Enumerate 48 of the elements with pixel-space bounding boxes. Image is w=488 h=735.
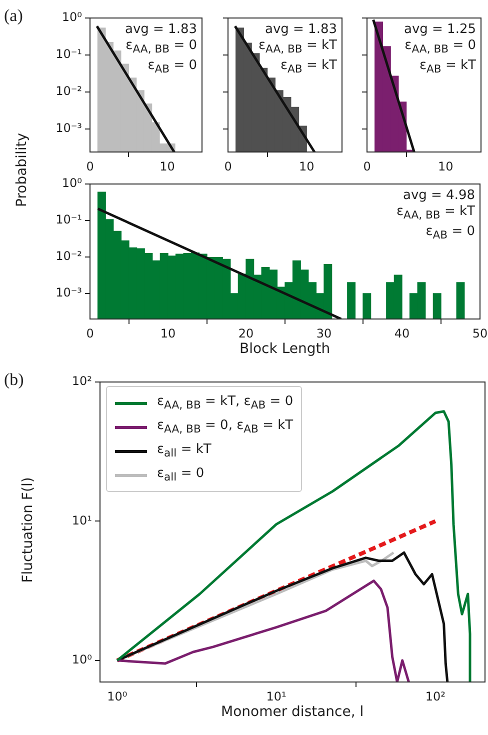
annotation: ε$_{AB}$ = 0 — [424, 224, 475, 244]
y-axis-title: Probability — [14, 132, 30, 208]
y-tick-label: 10⁰ — [62, 10, 82, 24]
legend-label: ε$_{AA, BB}$ = 0, ε$_{AB}$ = kT — [157, 418, 294, 436]
x-tick-label: 10² — [425, 689, 446, 704]
x-tick-label: 10 — [438, 159, 454, 174]
annotation: avg = 1.25 — [404, 22, 476, 38]
chart-title: (a) — [4, 6, 23, 26]
x-tick-label: 0 — [224, 159, 232, 174]
annotation: avg = 1.83 — [124, 22, 197, 38]
y-tick-label: 10⁻² — [56, 84, 82, 98]
annotation: ε$_{AA, BB}$ = kT — [258, 38, 337, 58]
x-tick-label: 10 — [298, 159, 314, 174]
y-tick-label: 10⁰ — [62, 176, 82, 190]
x-tick-label: 20 — [238, 326, 254, 340]
annotation: ε$_{AA, BB}$ = 0 — [404, 38, 476, 58]
x-tick-label: 50 — [472, 326, 488, 340]
y-tick-label: 10⁻³ — [56, 121, 82, 136]
x-tick-label: 10 — [160, 326, 176, 340]
x-tick-label: 10¹ — [266, 689, 287, 704]
y-tick-label: 10² — [72, 374, 92, 388]
annotation: ε$_{AA, BB}$ = 0 — [124, 38, 197, 58]
annotation: ε$_{AA, BB}$ = kT — [396, 204, 475, 224]
annotation: ε$_{AB}$ = 0 — [146, 58, 197, 78]
legend-label: ε$_{all}$ = kT — [157, 442, 212, 460]
annotation: ε$_{AB}$ = kT — [279, 58, 337, 78]
y-tick-label: 10⁰ — [72, 652, 92, 667]
x-tick-label: 10 — [160, 159, 175, 174]
y-tick-label: 10¹ — [72, 513, 92, 528]
annotation: ε$_{AB}$ = kT — [418, 58, 476, 78]
legend-label: ε$_{AA, BB}$ = kT, ε$_{AB}$ = 0 — [157, 394, 294, 412]
chart-title: (b) — [4, 370, 24, 390]
annotation: avg = 4.98 — [402, 188, 475, 204]
y-tick-label: 10⁻¹ — [56, 47, 82, 62]
x-tick-label: 40 — [394, 326, 410, 340]
annotation: avg = 1.83 — [264, 22, 337, 38]
legend-label: ε$_{all}$ = 0 — [157, 466, 204, 484]
y-axis-title: Fluctuation F(l) — [20, 477, 36, 583]
x-tick-label: 0 — [86, 326, 94, 340]
x-tick-label: 10⁰ — [107, 689, 128, 704]
y-tick-label: 10⁻³ — [56, 286, 82, 300]
y-tick-label: 10⁻² — [56, 249, 82, 264]
x-axis-title: Monomer distance, l — [221, 704, 364, 720]
x-tick-label: 0 — [86, 159, 94, 174]
x-axis-title: Block Length — [240, 341, 330, 357]
x-tick-label: 30 — [316, 326, 332, 340]
x-tick-label: 0 — [363, 159, 371, 174]
y-tick-label: 10⁻¹ — [56, 212, 82, 227]
